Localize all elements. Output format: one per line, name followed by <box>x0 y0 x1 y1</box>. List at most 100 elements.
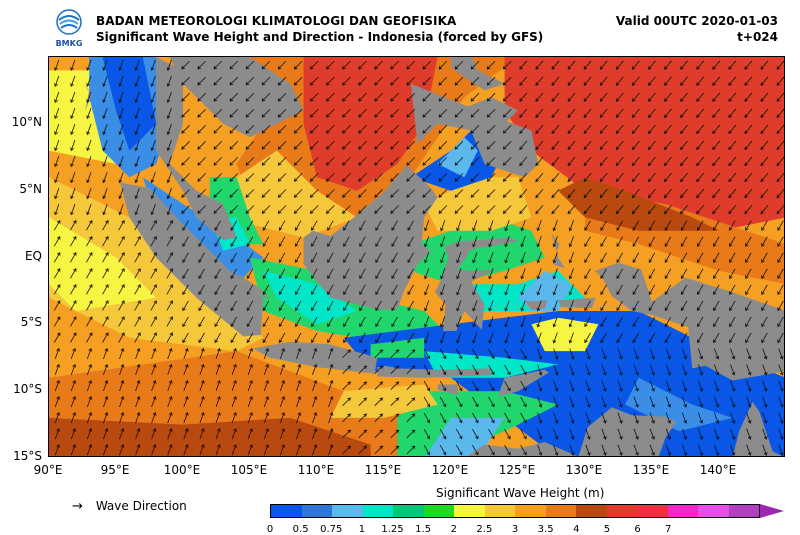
wave-arrow <box>150 107 156 120</box>
wave-arrow <box>406 189 415 198</box>
wave-arrow <box>472 236 478 248</box>
wave-arrow <box>183 395 189 408</box>
wave-arrow <box>166 300 173 311</box>
wave-arrow <box>486 109 496 118</box>
wave-arrow <box>182 268 189 279</box>
wave-arrow <box>375 316 382 328</box>
wave-arrow <box>213 141 222 150</box>
wave-arrow <box>551 188 560 199</box>
wave-arrow <box>745 220 752 231</box>
wave-arrow <box>70 284 77 295</box>
wave-arrow <box>293 189 303 198</box>
wave-arrow <box>423 444 431 456</box>
wave-arrow <box>712 188 721 199</box>
wave-arrow <box>54 411 60 424</box>
wave-arrow <box>616 300 623 312</box>
wave-arrow <box>358 109 367 118</box>
wave-arrow <box>470 92 480 102</box>
wave-arrow <box>166 75 172 87</box>
wave-arrow <box>583 108 592 118</box>
wave-arrow <box>312 395 318 408</box>
wave-arrow <box>697 236 704 247</box>
wave-arrow <box>327 300 334 312</box>
wave-arrow <box>519 108 528 118</box>
wave-arrow <box>327 284 334 295</box>
wave-arrow <box>70 395 76 408</box>
wave-arrow <box>309 109 319 118</box>
wave-arrow <box>778 396 784 408</box>
wave-arrow <box>390 92 399 102</box>
wave-arrow <box>86 284 93 295</box>
wave-arrow <box>245 60 255 70</box>
wave-arrow <box>599 140 608 150</box>
wave-arrow <box>698 412 704 424</box>
wave-arrow <box>423 428 431 440</box>
wave-arrow <box>632 316 640 328</box>
wave-arrow <box>86 252 93 263</box>
wave-arrow <box>102 171 108 184</box>
wave-arrow <box>374 189 383 198</box>
wave-arrow <box>454 60 464 70</box>
lat-tick-label: 5°S <box>20 315 42 330</box>
wave-arrow <box>714 396 720 408</box>
wave-arrow <box>616 252 623 263</box>
wave-arrow <box>696 188 705 199</box>
wave-arrow <box>103 347 109 360</box>
wave-arrow <box>681 396 688 408</box>
wave-arrow <box>358 125 367 134</box>
wave-arrow <box>680 172 689 183</box>
wave-arrow <box>663 140 672 150</box>
wave-arrow <box>584 284 591 295</box>
wave-arrow <box>374 157 383 166</box>
wave-arrow <box>118 204 124 216</box>
wave-arrow <box>714 412 720 424</box>
wave-arrow <box>118 59 124 71</box>
wave-arrow <box>374 141 383 150</box>
wave-arrow <box>777 236 784 247</box>
sea-region <box>625 377 733 432</box>
wave-arrow <box>470 60 480 70</box>
wave-arrow <box>103 444 109 456</box>
wave-arrow <box>135 444 141 456</box>
wave-arrow <box>70 316 77 327</box>
wave-arrow <box>358 173 367 182</box>
wave-arrow <box>229 141 239 150</box>
wave-arrow <box>472 252 478 264</box>
wave-arrow <box>712 156 721 167</box>
wave-arrow <box>648 108 656 118</box>
wave-arrow <box>86 444 93 456</box>
wave-arrow <box>167 363 173 376</box>
wave-arrow <box>197 141 206 150</box>
wave-arrow <box>422 125 432 134</box>
wave-arrow <box>118 316 125 327</box>
wave-arrow <box>713 236 720 247</box>
wave-arrow <box>712 76 721 86</box>
wave-arrow <box>102 155 108 168</box>
wave-arrow <box>422 76 432 86</box>
wave-arrow <box>54 123 60 135</box>
wave-arrow <box>664 316 672 328</box>
wave-arrow <box>728 172 737 183</box>
wave-arrow <box>454 141 464 150</box>
wave-arrow <box>262 284 270 295</box>
wave-arrow <box>199 363 205 376</box>
wave-arrow <box>438 141 448 150</box>
wave-arrow <box>134 316 141 327</box>
wave-arrow <box>504 396 511 408</box>
colorbar-tick-label: 1.5 <box>415 524 432 535</box>
wave-arrow <box>198 268 205 279</box>
wave-arrow <box>311 236 318 247</box>
wave-arrow <box>745 236 752 247</box>
wave-arrow <box>422 173 432 182</box>
wave-arrow <box>746 412 752 424</box>
wave-arrow <box>536 300 542 312</box>
wave-arrow <box>118 300 125 311</box>
wave-arrow <box>359 252 366 263</box>
wave-arrow <box>119 411 125 424</box>
wave-arrow <box>680 108 689 118</box>
wave-arrow <box>745 252 752 263</box>
wave-arrow <box>664 236 672 247</box>
wave-arrow <box>166 284 173 295</box>
wave-arrow <box>778 348 784 360</box>
wave-arrow <box>374 109 383 118</box>
